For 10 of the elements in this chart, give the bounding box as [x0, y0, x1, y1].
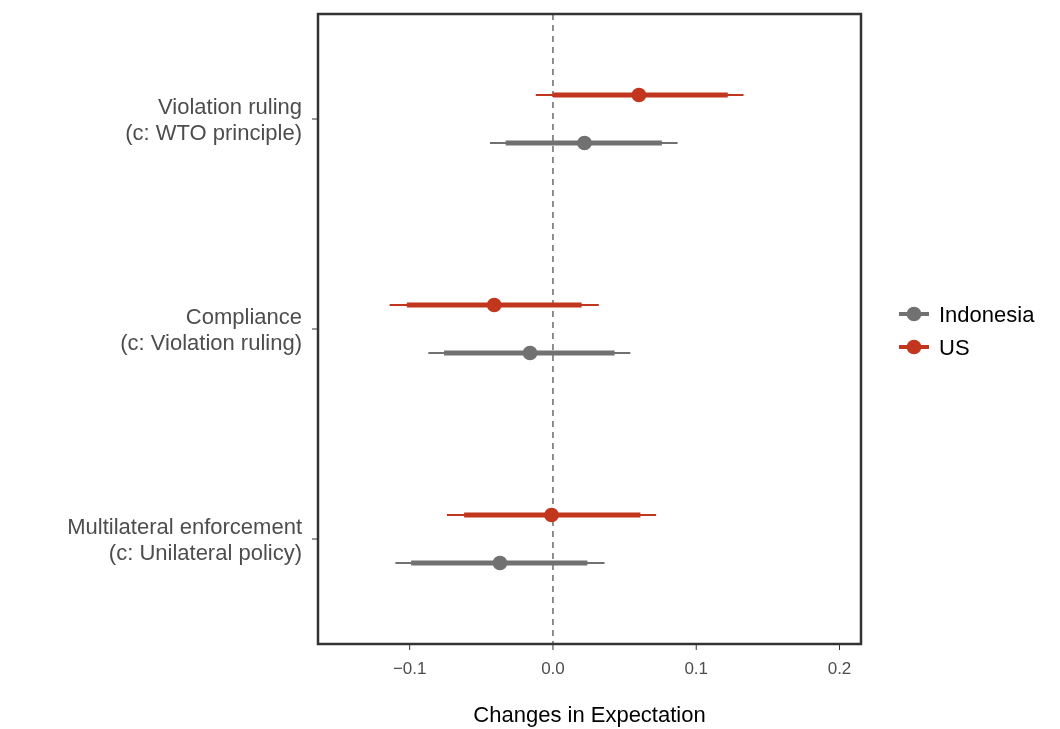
y-tick-label: Compliance (c: Violation ruling) [120, 304, 302, 355]
y-tick-label: Multilateral enforcement (c: Unilateral policy) [67, 514, 302, 565]
legend-label: Indonesia [939, 302, 1036, 327]
legend-label: US [939, 335, 970, 360]
x-tick-label: 0.2 [827, 659, 852, 678]
x-tick-label: 0.0 [541, 659, 565, 678]
x-tick-label: 0.1 [684, 659, 709, 678]
x-tick-label: −0.1 [392, 659, 427, 678]
y-tick-label: Violation ruling (c: WTO principle) [125, 94, 302, 145]
x-axis-title: Changes in Expectation [473, 702, 706, 727]
